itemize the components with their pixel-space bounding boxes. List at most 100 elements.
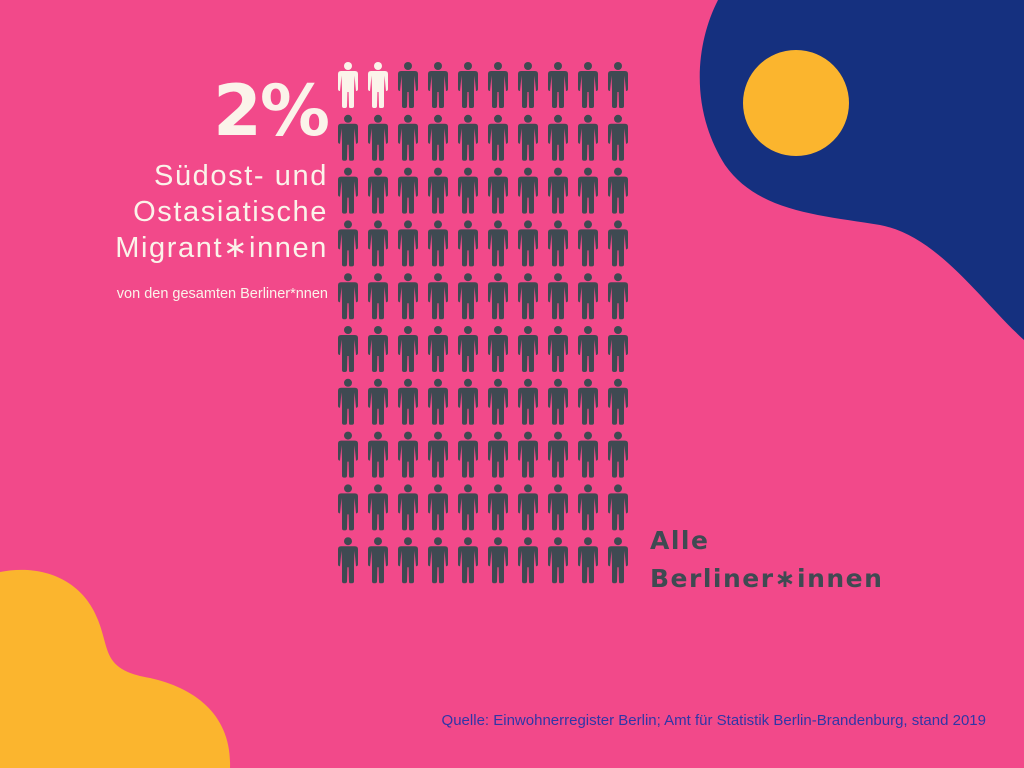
person-icon xyxy=(398,62,418,108)
person-icon xyxy=(608,167,628,214)
all-label-line: Alle xyxy=(650,526,710,555)
person-icon xyxy=(428,537,448,584)
subtitle: Südost- und Ostasiatische Migrant∗innen xyxy=(60,158,328,266)
people-pictogram xyxy=(338,62,628,584)
person-icon xyxy=(548,537,568,584)
person-icon xyxy=(578,537,598,584)
person-icon xyxy=(488,326,508,372)
person-icon xyxy=(368,537,388,584)
person-icon xyxy=(488,167,508,214)
yellow-blob-shape xyxy=(0,569,231,768)
person-icon xyxy=(488,378,508,425)
subtitle-note: von den gesamten Berliner*nnen xyxy=(116,286,328,302)
person-icon xyxy=(518,62,538,108)
person-icon xyxy=(488,537,508,584)
person-icon xyxy=(518,484,538,531)
person-icon xyxy=(338,273,358,320)
all-label-line: Berliner∗innen xyxy=(650,564,884,593)
person-icon xyxy=(398,378,418,425)
person-icon xyxy=(518,378,538,425)
person-icon xyxy=(608,431,628,478)
person-icon xyxy=(398,167,418,214)
subtitle-line: Ostasiatische xyxy=(133,196,328,228)
person-icon xyxy=(488,114,508,161)
source-note: Quelle: Einwohnerregister Berlin; Amt fü… xyxy=(441,712,986,729)
person-icon xyxy=(578,114,598,161)
person-icon xyxy=(428,484,448,531)
person-icon xyxy=(578,220,598,267)
person-icon xyxy=(548,326,568,372)
person-icon xyxy=(338,114,358,161)
person-icon xyxy=(428,326,448,372)
person-icon xyxy=(608,378,628,425)
person-icon xyxy=(458,326,478,372)
person-icon xyxy=(368,167,388,214)
highlighted-person-icon xyxy=(338,62,358,108)
person-icon xyxy=(458,220,478,267)
person-icon xyxy=(578,484,598,531)
person-icon xyxy=(338,220,358,267)
person-icon xyxy=(578,167,598,214)
highlighted-person-icon xyxy=(368,62,388,108)
person-icon xyxy=(548,114,568,161)
person-icon xyxy=(548,220,568,267)
person-icon xyxy=(458,167,478,214)
person-icon xyxy=(368,273,388,320)
person-icon xyxy=(548,167,568,214)
person-icon xyxy=(368,220,388,267)
person-icon xyxy=(488,484,508,531)
person-icon xyxy=(608,273,628,320)
person-icon xyxy=(458,537,478,584)
person-icon xyxy=(338,431,358,478)
person-icon xyxy=(488,431,508,478)
percent-value: 2% xyxy=(213,70,330,152)
subtitle-line: Migrant∗innen xyxy=(115,232,328,264)
all-berliners-label: Alle Berliner∗innen xyxy=(650,522,883,598)
person-icon xyxy=(398,431,418,478)
person-icon xyxy=(338,378,358,425)
person-icon xyxy=(458,62,478,108)
person-icon xyxy=(368,484,388,531)
person-icon xyxy=(578,273,598,320)
person-icon xyxy=(458,273,478,320)
person-icon xyxy=(398,273,418,320)
person-icon xyxy=(338,326,358,372)
person-icon xyxy=(368,378,388,425)
blue-blob-decoration xyxy=(699,0,1024,340)
blue-blob-shape xyxy=(699,0,1024,340)
person-icon xyxy=(458,114,478,161)
person-icon xyxy=(518,167,538,214)
person-icon xyxy=(518,537,538,584)
person-icon xyxy=(578,62,598,108)
person-icon xyxy=(548,62,568,108)
person-icon xyxy=(488,62,508,108)
person-icon xyxy=(398,114,418,161)
person-icon xyxy=(338,484,358,531)
person-icon xyxy=(608,62,628,108)
person-icon xyxy=(548,484,568,531)
person-icon xyxy=(548,378,568,425)
person-icon xyxy=(368,431,388,478)
person-icon xyxy=(488,273,508,320)
person-icon xyxy=(578,378,598,425)
person-icon xyxy=(368,326,388,372)
person-icon xyxy=(608,114,628,161)
person-icon xyxy=(428,378,448,425)
person-icon xyxy=(608,537,628,584)
subtitle-line: Südost- und xyxy=(154,160,328,192)
person-icon xyxy=(608,484,628,531)
person-icon xyxy=(458,378,478,425)
person-icon xyxy=(458,484,478,531)
person-icon xyxy=(578,326,598,372)
headline: 2% Südost- und Ostasiatische Migrant∗inn… xyxy=(60,70,330,266)
person-icon xyxy=(608,220,628,267)
person-icon xyxy=(398,484,418,531)
person-icon xyxy=(578,431,598,478)
yellow-blob-decoration xyxy=(0,569,231,768)
person-icon xyxy=(518,326,538,372)
person-icon xyxy=(398,326,418,372)
person-icon xyxy=(398,220,418,267)
person-icon xyxy=(518,431,538,478)
person-icon xyxy=(338,167,358,214)
sun-circle xyxy=(743,50,849,156)
